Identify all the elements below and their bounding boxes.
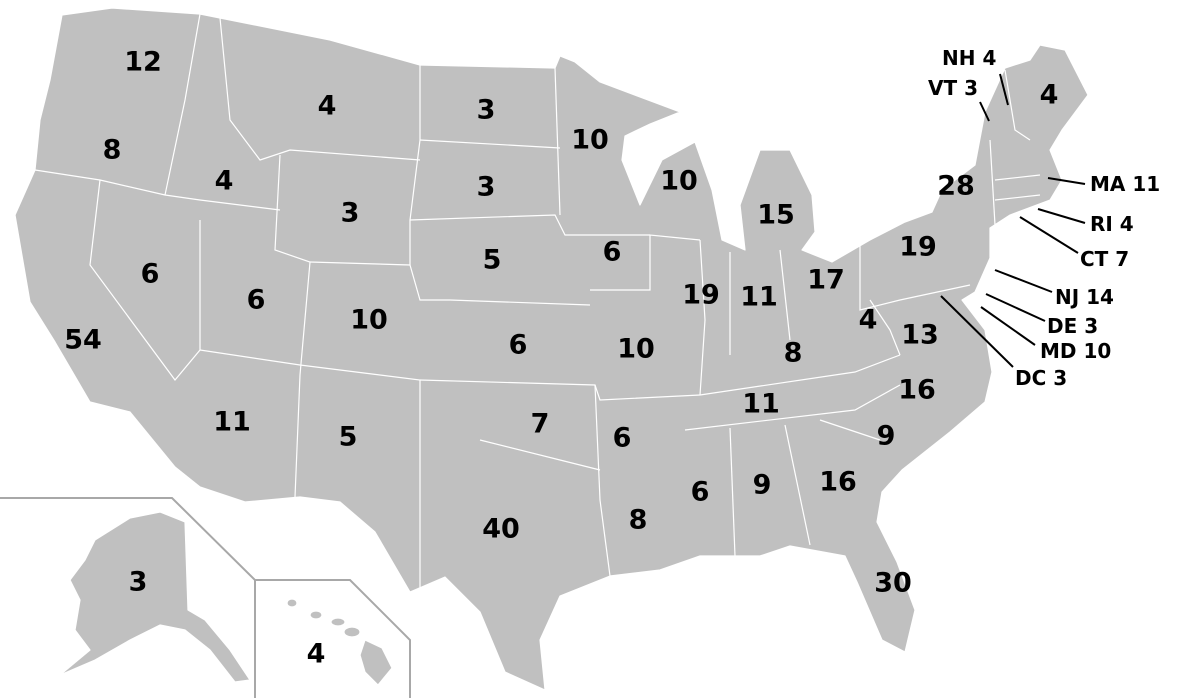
state-vote-label: 5 [339, 422, 358, 453]
state-vote-label: 10 [660, 166, 698, 197]
callout-leader-line [980, 306, 1036, 346]
callout-leader-line [940, 295, 1014, 368]
state-vote-label: 13 [901, 320, 939, 351]
state-vote-label: 7 [531, 409, 550, 440]
state-vote-label: 12 [124, 47, 162, 78]
callout-leader-line [1019, 216, 1079, 254]
state-vote-label: 6 [509, 330, 528, 361]
state-vote-label: 8 [103, 135, 122, 166]
state-vote-label: 19 [899, 232, 937, 263]
callout-leader-line [999, 73, 1009, 106]
callout-leader-line [1037, 208, 1086, 224]
state-vote-label: 9 [753, 470, 772, 501]
state-vote-label: 10 [617, 334, 655, 365]
state-vote-label: 6 [247, 285, 266, 316]
state-vote-label: 54 [64, 325, 102, 356]
state-vote-label: 30 [874, 568, 912, 599]
state-vote-label: 5 [483, 245, 502, 276]
alaska-inset-frame [0, 497, 256, 698]
callout-leader-line [1047, 177, 1086, 185]
state-vote-label: 4 [859, 305, 878, 336]
state-vote-label: 8 [784, 338, 803, 369]
state-vote-label: 17 [807, 265, 845, 296]
alaska [59, 511, 251, 683]
state-vote-label: 8 [629, 505, 648, 536]
state-vote-label: 28 [937, 171, 975, 202]
callout-label: MA 11 [1090, 172, 1160, 196]
hawaii-inset-frame [255, 579, 411, 698]
state-vote-label: 15 [757, 200, 795, 231]
state-vote-label: 4 [1040, 80, 1059, 111]
callout-label: MD 10 [1040, 339, 1111, 363]
state-vote-label: 19 [682, 280, 720, 311]
state-vote-label: 11 [213, 407, 251, 438]
callout-labels: NH 4 VT 3 MA 11 RI 4 CT 7 NJ 14 DE 3MD 10 DC 3 [928, 46, 1160, 390]
hawaii [286, 598, 393, 686]
state-vote-label: 6 [141, 259, 160, 290]
callout-label: RI 4 [1090, 212, 1134, 236]
state-vote-label: 11 [740, 282, 778, 313]
state-vote-label: 3 [129, 567, 148, 598]
state-vote-label: 3 [477, 95, 496, 126]
state-vote-label: 11 [742, 389, 780, 420]
state-vote-label: 6 [613, 423, 632, 454]
state-borders [34, 13, 1041, 590]
state-vote-label: 3 [341, 198, 360, 229]
callout-label: DE 3 [1047, 314, 1098, 338]
state-vote-label: 16 [819, 467, 857, 498]
mainland-us [14, 7, 1089, 691]
state-vote-label: 3 [477, 172, 496, 203]
state-vote-label: 9 [877, 421, 896, 452]
state-vote-label: 6 [691, 477, 710, 508]
state-vote-label: 4 [318, 91, 337, 122]
state-vote-label: 10 [350, 305, 388, 336]
callout-leader-line [985, 293, 1046, 322]
state-vote-label: 4 [307, 639, 326, 670]
callout-leader-line [994, 269, 1053, 293]
callout-label: DC 3 [1015, 366, 1067, 390]
state-vote-label: 6 [603, 237, 622, 268]
callout-label: NH 4 [942, 46, 996, 70]
callout-leader-line [979, 101, 990, 122]
state-vote-label: 4 [215, 166, 234, 197]
state-vote-label: 10 [571, 125, 609, 156]
state-vote-label: 16 [898, 375, 936, 406]
callout-label: CT 7 [1080, 247, 1129, 271]
callout-label: NJ 14 [1055, 285, 1114, 309]
state-vote-label: 40 [482, 514, 520, 545]
callout-label: VT 3 [928, 76, 978, 100]
